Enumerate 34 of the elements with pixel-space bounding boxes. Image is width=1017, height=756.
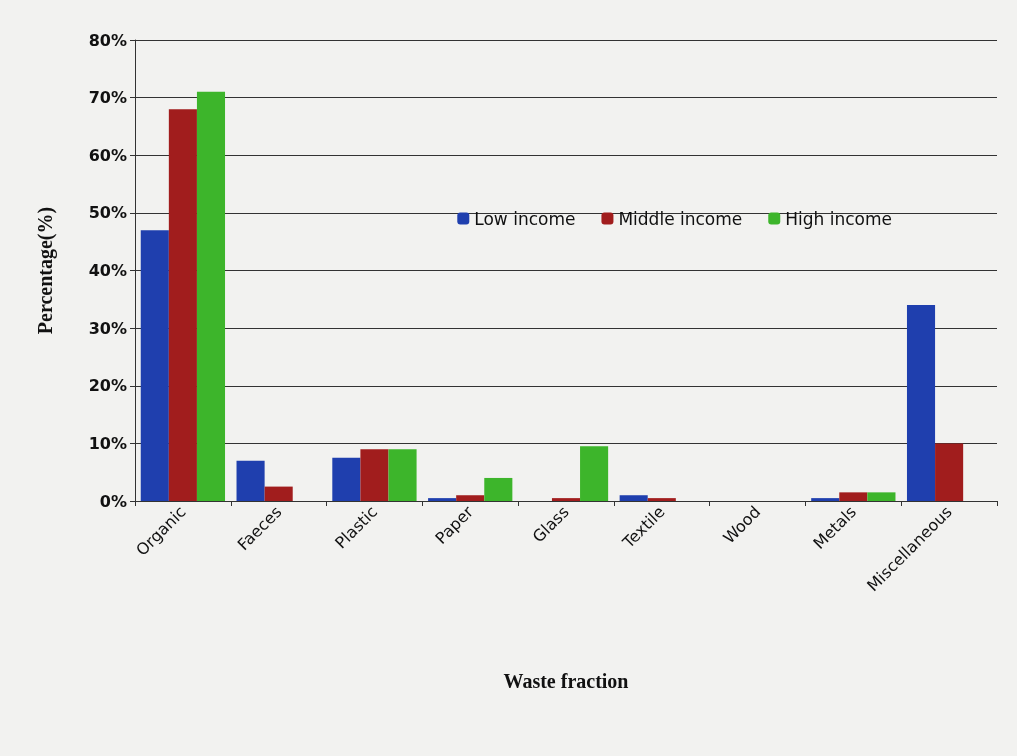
y-tick-label: 60% <box>88 145 127 165</box>
bar <box>906 305 936 501</box>
bar <box>332 457 361 501</box>
y-axis-title: Percentage(%) <box>34 206 57 335</box>
bar <box>580 446 609 501</box>
bar <box>428 498 457 501</box>
bar <box>867 492 896 501</box>
bar <box>196 91 226 501</box>
bar <box>140 230 169 501</box>
bar <box>551 498 581 501</box>
y-tick-label: 30% <box>88 318 127 338</box>
y-tick-label: 40% <box>88 261 127 280</box>
bar <box>360 449 389 501</box>
legend-label: Low income <box>474 208 576 229</box>
bar <box>388 449 417 501</box>
bar <box>484 477 513 501</box>
bar <box>811 498 840 501</box>
y-tick-label: 80% <box>88 30 127 50</box>
legend-label: Middle income <box>618 208 743 229</box>
y-tick-label: 50% <box>88 203 127 223</box>
y-tick-label: 10% <box>88 433 127 453</box>
bar <box>619 495 648 501</box>
bar <box>647 498 676 501</box>
y-tick-label: 70% <box>88 88 127 108</box>
x-axis-title: Waste fraction <box>503 670 629 692</box>
bar <box>168 109 197 501</box>
bar <box>839 492 868 501</box>
y-tick-label: 20% <box>88 376 127 396</box>
bar <box>935 443 964 501</box>
legend-label: High income <box>785 208 893 229</box>
bar <box>264 486 293 501</box>
bar <box>456 495 485 501</box>
y-tick-label: 0% <box>99 491 127 511</box>
bar <box>236 460 265 501</box>
